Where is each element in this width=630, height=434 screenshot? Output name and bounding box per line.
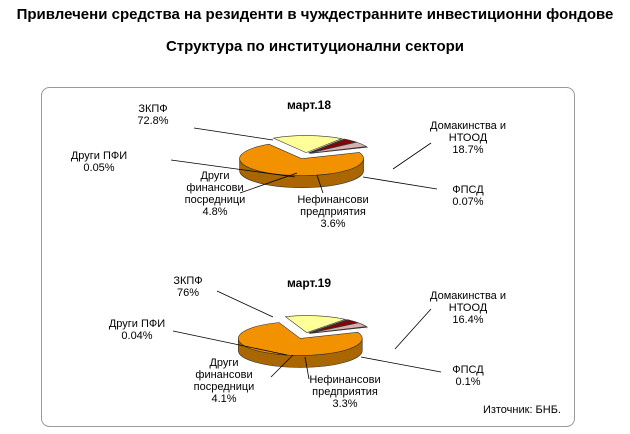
leader-line	[170, 159, 296, 178]
pie-slice-зкпф	[239, 143, 364, 188]
pie-slice-зкпф	[237, 322, 363, 368]
slice-label-други-пфи: Други ПФИ 0.04%	[109, 318, 165, 342]
leader-line	[270, 354, 294, 378]
slice-top	[308, 139, 358, 154]
slice-label-други-финансови-посредници: Други финансови посредници 4.8%	[185, 170, 246, 218]
slice-label-домакинства-и-нтоод: Домакинства и НТООД 16.4%	[430, 290, 506, 326]
slice-top	[238, 322, 363, 356]
slice-label-фпсд: ФПСД 0.1%	[452, 364, 484, 388]
pie-slice-нефинансови-предприятия	[308, 319, 359, 334]
leader-line	[360, 356, 442, 373]
pie-charts-panel: март.18 ЗКПФ 72.8% Домакинства и НТООД 18.7% Ф…	[41, 87, 575, 427]
slice-top	[284, 315, 347, 333]
slice-top	[308, 319, 359, 334]
pie-slice-домакинства-и-нтоод	[284, 315, 347, 333]
leader-line	[394, 308, 432, 350]
leader-line	[193, 127, 274, 141]
chart-frame-border	[41, 87, 575, 427]
slice-label-нефинансови-предприятия: Нефинансови предприятия 3.6%	[297, 194, 368, 230]
slice-label-други-пфи: Други ПФИ 0.05%	[71, 150, 127, 174]
slice-label-домакинства-и-нтоод: Домакинства и НТООД 18.7%	[430, 120, 506, 156]
slice-top	[309, 326, 369, 334]
page-subtitle: Структура по институционални сектори	[165, 38, 465, 55]
leader-line	[392, 142, 432, 170]
leader-line	[216, 290, 274, 318]
pie-slice-други-пфи	[309, 326, 369, 334]
leader-line	[316, 174, 324, 194]
slice-label-други-финансови-посредници: Други финансови посредници 4.1%	[194, 357, 255, 405]
slice-label-зкпф: ЗКПФ 76%	[173, 275, 202, 299]
leader-line	[304, 356, 310, 380]
pie-slice-домакинства-и-нтоод	[272, 135, 343, 153]
pie-slice-други-пфи	[309, 146, 369, 154]
slice-top	[239, 143, 364, 176]
charts-layer: март.18 ЗКПФ 72.8% Домакинства и НТООД 18.7% Ф…	[71, 98, 506, 410]
pie-chart-1: март.18 ЗКПФ 72.8% Домакинства и НТООД 18.7% Ф…	[71, 98, 506, 230]
slice-label-зкпф: ЗКПФ 72.8%	[137, 103, 168, 127]
leader-line	[172, 330, 288, 356]
pie-slice-нефинансови-предприятия	[308, 139, 358, 154]
source-note: Източник: БНБ.	[483, 404, 561, 416]
pie-title: март.19	[287, 276, 331, 290]
pie-title: март.18	[287, 98, 331, 112]
leader-line	[362, 176, 438, 190]
pie-chart-2: март.19 ЗКПФ 76% Домакинства и НТООД 16.4% ФПС…	[109, 275, 506, 410]
slice-label-нефинансови-предприятия: Нефинансови предприятия 3.3%	[309, 374, 380, 410]
page-title: Привлечени средства на резиденти в чужде…	[16, 6, 614, 23]
slice-top	[272, 135, 343, 153]
slice-label-фпсд: ФПСД 0.07%	[452, 184, 484, 208]
slice-top	[309, 146, 369, 154]
